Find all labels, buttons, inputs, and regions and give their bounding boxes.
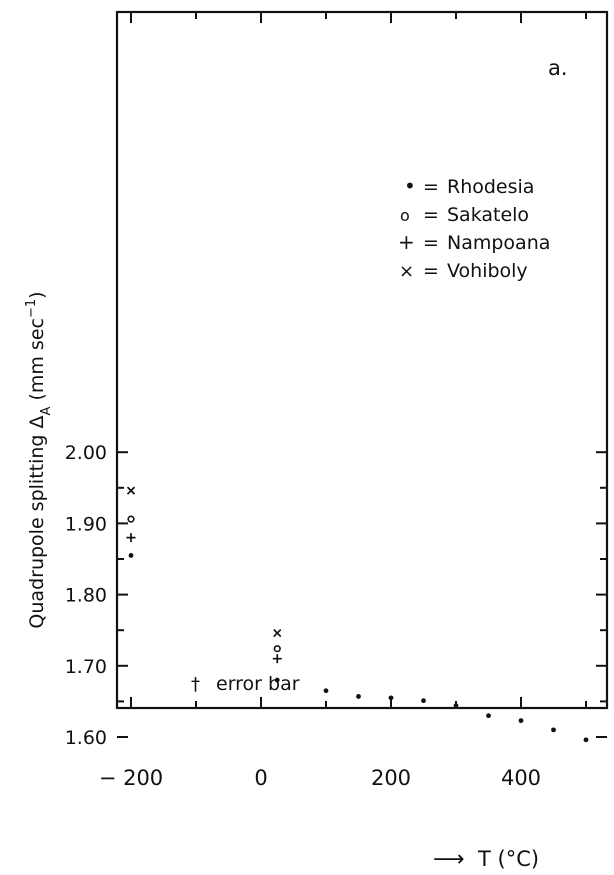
series-sakatelo xyxy=(127,515,281,653)
legend-label-sakatelo: Sakatelo xyxy=(447,204,529,226)
point-nampoana xyxy=(272,654,282,664)
error-bar-annotation: † error bar xyxy=(191,673,300,695)
x-tick-label: 200 xyxy=(371,766,411,790)
legend-label-vohiboly: Vohiboly xyxy=(447,260,528,282)
point-rhodesia xyxy=(551,727,556,733)
y-tick-label: 1.80 xyxy=(65,585,107,607)
point-rhodesia xyxy=(583,737,589,743)
y-axis-label-close: ) xyxy=(26,291,48,298)
point-rhodesia xyxy=(388,695,394,701)
y-tick-label: 1.60 xyxy=(65,727,107,749)
point-nampoana xyxy=(126,533,136,543)
point-sakatelo xyxy=(273,645,281,653)
y-tick-label: 1.70 xyxy=(65,656,107,678)
y-axis-label-subscript: A xyxy=(39,406,54,415)
legend-label-rhodesia: Rhodesia xyxy=(447,176,534,198)
legend-symbol-vohiboly: × xyxy=(399,261,414,282)
point-rhodesia xyxy=(274,677,280,683)
legend-symbol-sakatelo: o xyxy=(400,206,410,225)
x-tick-label: − 200 xyxy=(99,766,163,790)
x-tick-label: 400 xyxy=(501,766,541,790)
error-bar-label: error bar xyxy=(216,673,300,695)
y-axis-label-main: Quadrupole splitting Δ xyxy=(26,415,48,628)
y-axis-label: Quadrupole splitting ΔA (mm sec−1) xyxy=(24,291,54,628)
series-vohiboly xyxy=(126,486,282,638)
y-tick-label: 2.00 xyxy=(65,442,107,464)
legend-symbol-rhodesia: • xyxy=(404,174,416,198)
point-rhodesia xyxy=(518,718,524,724)
series-nampoana xyxy=(126,533,282,664)
legend-sep-rhodesia: = xyxy=(423,176,439,198)
axis-tick-labels: 1.60 1.70 1.80 1.90 2.00 − 200 0 200 400 xyxy=(65,442,541,790)
legend: • = Rhodesia o = Sakatelo + = Nampoana ×… xyxy=(398,174,550,282)
point-rhodesia xyxy=(421,698,426,704)
legend-symbol-nampoana: + xyxy=(398,230,415,254)
panel-label: a. xyxy=(548,56,568,80)
point-rhodesia xyxy=(323,688,329,694)
axis-ticks xyxy=(117,12,607,738)
x-axis-label: T (°C) xyxy=(477,847,539,871)
x-tick-label: 0 xyxy=(254,766,267,790)
legend-sep-nampoana: = xyxy=(423,232,439,254)
x-axis-arrow: ⟶ xyxy=(433,847,465,872)
point-rhodesia xyxy=(356,694,361,699)
legend-sep-vohiboly: = xyxy=(423,260,439,282)
y-axis-label-units: (mm sec xyxy=(26,318,48,407)
error-bar-symbol: † xyxy=(191,674,200,695)
point-vohiboly xyxy=(273,628,282,638)
point-rhodesia xyxy=(453,703,459,709)
point-rhodesia xyxy=(128,553,134,558)
series-rhodesia xyxy=(128,553,589,743)
legend-label-nampoana: Nampoana xyxy=(447,232,550,254)
point-sakatelo xyxy=(127,515,135,523)
y-axis-label-exponent: −1 xyxy=(24,299,39,318)
data-points xyxy=(126,486,589,743)
legend-sep-sakatelo: = xyxy=(423,204,439,226)
point-vohiboly xyxy=(126,486,136,495)
point-rhodesia xyxy=(486,713,491,719)
y-tick-label: 1.90 xyxy=(65,513,107,535)
plot-frame xyxy=(115,10,609,710)
